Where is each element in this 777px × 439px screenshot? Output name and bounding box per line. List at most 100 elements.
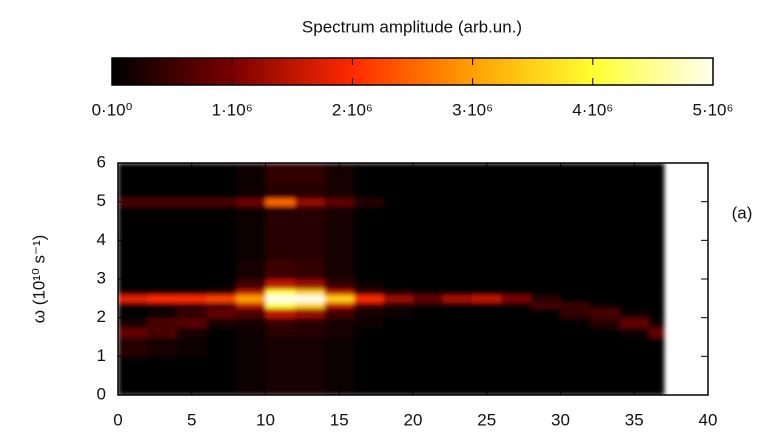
heatmap-cell [531, 337, 561, 357]
heatmap-cell [443, 279, 473, 289]
heatmap-cell [561, 221, 591, 241]
colorbar-title: Spectrum amplitude (arb.un.) [302, 17, 522, 36]
heatmap-cell [561, 260, 591, 280]
heatmap-cell [384, 198, 414, 206]
heatmap-cell [266, 308, 296, 318]
heatmap-cell [177, 260, 207, 280]
heatmap-cell [354, 376, 384, 396]
heatmap-cell [620, 294, 650, 302]
heatmap-cell [236, 240, 266, 260]
heatmap-cell [413, 206, 443, 222]
heatmap-cell [531, 182, 561, 198]
heatmap-cell [620, 327, 650, 337]
heatmap-cell [472, 302, 502, 308]
heatmap-cell [325, 302, 355, 308]
heatmap-cell [502, 289, 532, 295]
heatmap-cell [354, 260, 384, 280]
heatmap-cell [118, 163, 148, 183]
heatmap-cell [590, 206, 620, 222]
heatmap-cell [266, 240, 296, 260]
heatmap-cell [590, 260, 620, 280]
heatmap-cell [413, 221, 443, 241]
heatmap-cell [590, 289, 620, 295]
heatmap-cell [502, 206, 532, 222]
heatmap-cell [502, 221, 532, 241]
heatmap-cell [590, 221, 620, 241]
heatmap-cell [443, 294, 473, 302]
heatmap-cell [266, 302, 296, 308]
heatmap-cell [266, 294, 296, 302]
heatmap-cell [561, 302, 591, 308]
heatmap-cell [413, 302, 443, 308]
heatmap-cell [236, 308, 266, 318]
colorbar-tick-label: 1·10⁶ [212, 100, 253, 119]
heatmap-cell [384, 279, 414, 289]
heatmap-cell [620, 240, 650, 260]
heatmap-cells [118, 163, 664, 396]
heatmap-cell [354, 294, 384, 302]
heatmap-cell [561, 318, 591, 328]
heatmap-cell [325, 198, 355, 206]
heatmap-cell [118, 302, 148, 308]
heatmap-cell [649, 260, 664, 280]
heatmap-cell [472, 206, 502, 222]
heatmap-cell [443, 356, 473, 376]
heatmap-cell [590, 376, 620, 396]
heatmap-cell [620, 302, 650, 308]
heatmap-cell [295, 279, 325, 289]
heatmap-cell [236, 221, 266, 241]
heatmap-cell [354, 163, 384, 183]
heatmap-cell [207, 163, 237, 183]
heatmap-cell [295, 182, 325, 198]
heatmap-cell [325, 318, 355, 328]
heatmap-cell [472, 356, 502, 376]
heatmap-cell [148, 240, 178, 260]
heatmap-cell [472, 182, 502, 198]
heatmap-cell [266, 206, 296, 222]
heatmap-cell [502, 198, 532, 206]
heatmap-cell [443, 163, 473, 183]
heatmap-cell [266, 221, 296, 241]
heatmap-cell [413, 198, 443, 206]
heatmap-cell [502, 376, 532, 396]
heatmap-cell [413, 163, 443, 183]
heatmap-cell [118, 289, 148, 295]
heatmap-cell [295, 163, 325, 183]
heatmap-cell [531, 163, 561, 183]
heatmap-cell [472, 318, 502, 328]
heatmap-cell [590, 318, 620, 328]
heatmap-cell [384, 182, 414, 198]
x-tick-label: 15 [330, 410, 349, 429]
heatmap-cell [620, 221, 650, 241]
heatmap-cell [177, 182, 207, 198]
heatmap-cell [649, 356, 664, 376]
heatmap-cell [118, 376, 148, 396]
heatmap-cell [620, 279, 650, 289]
heatmap-cell [502, 182, 532, 198]
heatmap-cell [148, 279, 178, 289]
heatmap-cell [325, 337, 355, 357]
heatmap-cell [649, 294, 664, 302]
heatmap-cell [561, 294, 591, 302]
heatmap-cell [502, 308, 532, 318]
heatmap-cell [531, 206, 561, 222]
x-tick-label: 40 [699, 410, 718, 429]
heatmap-cell [649, 318, 664, 328]
y-tick-label: 0 [97, 384, 106, 403]
heatmap-cell [148, 302, 178, 308]
heatmap-cell [266, 337, 296, 357]
heatmap-cell [531, 327, 561, 337]
heatmap-cell [177, 318, 207, 328]
heatmap-cell [177, 221, 207, 241]
heatmap-cell [325, 221, 355, 241]
heatmap-cell [118, 221, 148, 241]
heatmap-cell [295, 260, 325, 280]
heatmap-cell [561, 356, 591, 376]
heatmap-cell [413, 308, 443, 318]
heatmap-cell [236, 198, 266, 206]
heatmap-cell [531, 308, 561, 318]
heatmap-cell [590, 337, 620, 357]
heatmap-cell [148, 294, 178, 302]
heatmap-cell [649, 308, 664, 318]
heatmap-cell [325, 289, 355, 295]
